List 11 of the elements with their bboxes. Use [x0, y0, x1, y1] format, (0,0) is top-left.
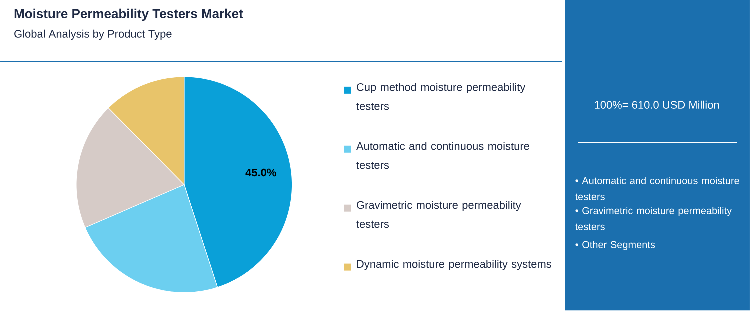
text: • Other Segments — [576, 241, 656, 250]
legend-label: Automatic and continuous moisture testers — [356, 142, 530, 170]
legend-label: Cup method moisture permeability testers — [356, 83, 526, 110]
text: • Automatic and continuous moisture testers — [575, 177, 740, 201]
chart-subtitle: Global Analysis by Product Type — [14, 30, 172, 40]
chart-title: Moisture Permeability Testers Market — [14, 9, 244, 22]
legend-label: Gravimetric moisture permeability testers — [356, 201, 522, 228]
legend-label: Dynamic moisture permeability systems — [357, 260, 552, 270]
data-label: 45.0% — [246, 168, 276, 177]
text: • Gravimetric moisture permeability testers — [575, 207, 732, 230]
text: 100%= 610.0 USD Million — [595, 101, 720, 110]
